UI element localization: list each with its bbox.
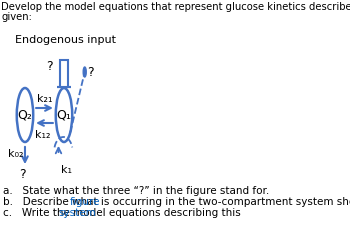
Text: Q₂: Q₂ [18,109,33,122]
Text: k₂₁: k₂₁ [37,94,52,104]
Text: Q₁: Q₁ [57,109,71,122]
Text: Endogenous input: Endogenous input [15,35,116,45]
Text: Develop the model equations that represent glucose kinetics described by the 2-c: Develop the model equations that represe… [1,2,350,12]
Text: system: system [59,208,97,218]
Text: ?: ? [88,65,94,79]
Text: k₀₂: k₀₂ [8,149,23,159]
Text: k₁₂: k₁₂ [35,130,51,140]
Text: given:: given: [1,12,32,22]
Text: b.   Describe what is occurring in the two-compartment system shown in the: b. Describe what is occurring in the two… [3,197,350,207]
Text: a.   State what the three “?” in the figure stand for.: a. State what the three “?” in the figur… [3,186,269,196]
Circle shape [83,67,86,77]
Text: figure: figure [70,197,100,207]
Text: ?: ? [46,61,53,73]
Text: ?: ? [19,167,25,181]
Text: c.   Write the model equations describing this: c. Write the model equations describing … [3,208,244,218]
Text: k₁: k₁ [61,165,72,175]
